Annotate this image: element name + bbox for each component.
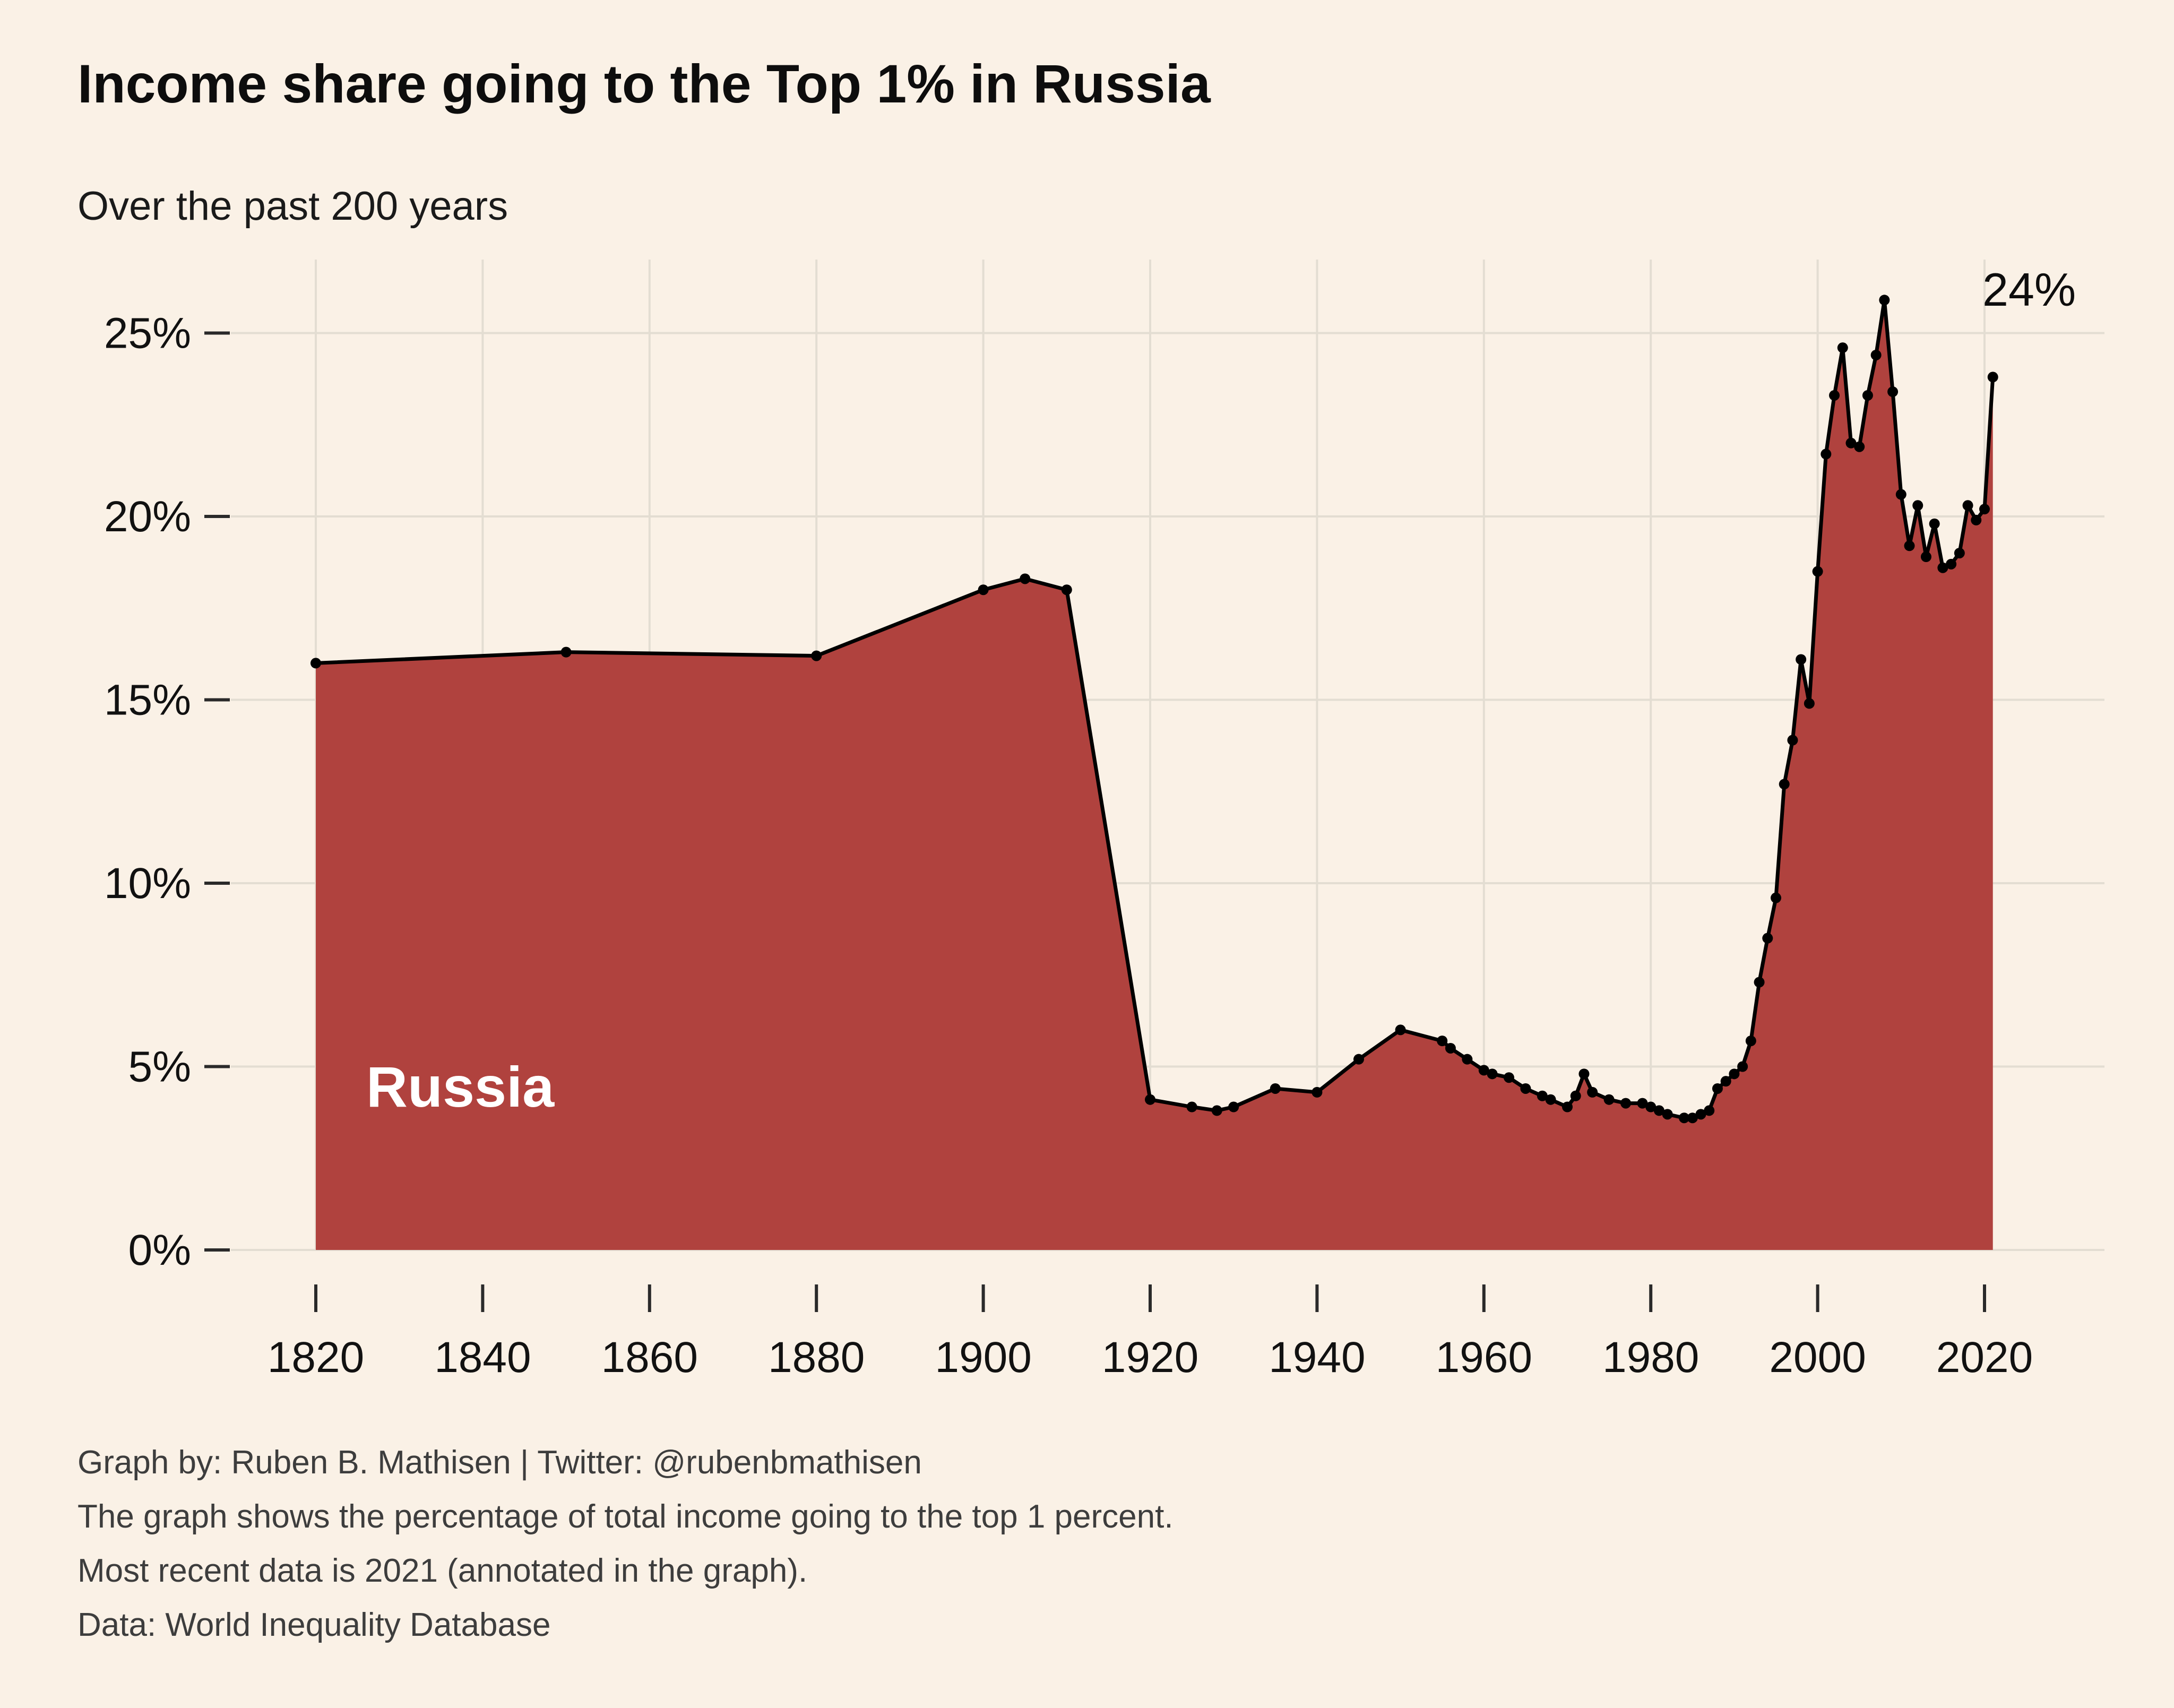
data-point [1587, 1086, 1598, 1098]
x-tick-label: 1980 [1602, 1333, 1699, 1382]
data-point [1537, 1090, 1548, 1101]
data-point [1779, 779, 1790, 790]
data-point [1804, 698, 1815, 709]
data-point [1971, 514, 1982, 525]
data-point [1662, 1109, 1673, 1120]
data-point [1445, 1042, 1456, 1054]
data-point [811, 650, 822, 661]
data-point [1729, 1068, 1740, 1080]
data-point [1562, 1101, 1573, 1112]
x-tick-label: 1880 [768, 1333, 865, 1382]
data-point [1437, 1036, 1448, 1047]
data-point [1020, 573, 1031, 584]
data-point [1462, 1054, 1473, 1065]
footer-notes: Graph by: Ruben B. Mathisen | Twitter: @… [77, 1436, 1174, 1652]
y-tick-label: 5% [128, 1043, 191, 1091]
y-tick-label: 15% [104, 676, 191, 724]
series-label-russia: Russia [366, 1055, 555, 1119]
chart-subtitle: Over the past 200 years [77, 184, 508, 229]
x-tick-label: 1860 [601, 1333, 698, 1382]
data-point [1211, 1105, 1222, 1116]
data-point [1979, 504, 1990, 515]
data-point [1954, 548, 1965, 559]
data-point [1829, 390, 1840, 401]
data-point [1962, 500, 1973, 511]
data-point [1061, 584, 1072, 596]
footer-recency-line: Most recent data is 2021 (annotated in t… [77, 1552, 808, 1589]
data-point [1679, 1112, 1690, 1124]
data-point [1937, 562, 1948, 573]
data-point [1879, 295, 1890, 306]
data-point [1270, 1083, 1281, 1094]
footer-credit-line: Graph by: Ruben B. Mathisen | Twitter: @… [77, 1444, 922, 1481]
data-point [1895, 489, 1906, 500]
data-point [1946, 558, 1957, 570]
data-point [1762, 933, 1773, 944]
footer-source-line: Data: World Inequality Database [77, 1607, 551, 1643]
x-tick-label: 1960 [1436, 1333, 1532, 1382]
data-point [1904, 540, 1915, 551]
data-point [1887, 386, 1899, 398]
data-point [560, 646, 572, 658]
y-tick-label: 25% [104, 309, 191, 358]
data-point [1503, 1072, 1514, 1083]
data-point [1545, 1094, 1556, 1105]
x-tick-label: 1940 [1269, 1333, 1365, 1382]
data-point [310, 658, 321, 669]
data-point [1312, 1086, 1323, 1098]
data-point [1912, 500, 1923, 511]
data-point [1487, 1068, 1498, 1080]
data-point [1837, 342, 1848, 353]
x-tick-label: 2000 [1769, 1333, 1866, 1382]
data-point [1771, 892, 1781, 903]
data-point [1603, 1094, 1615, 1105]
y-tick-label: 20% [104, 493, 191, 541]
data-point [1821, 448, 1832, 460]
data-point [1812, 566, 1823, 577]
data-point [1845, 437, 1857, 448]
data-point [1637, 1098, 1648, 1109]
data-point [1228, 1101, 1239, 1112]
data-point [1745, 1036, 1756, 1047]
data-point [1186, 1101, 1197, 1112]
data-point [1929, 518, 1940, 529]
data-point [1987, 372, 1998, 383]
data-point [1520, 1083, 1531, 1094]
data-point [1920, 551, 1931, 563]
data-point [978, 584, 989, 596]
x-tick-label: 1820 [268, 1333, 364, 1382]
data-point [1645, 1101, 1657, 1112]
chart-title: Income share going to the Top 1% in Russ… [77, 54, 1211, 114]
data-point [1712, 1083, 1723, 1094]
x-tick-label: 1840 [434, 1333, 531, 1382]
latest-value-annotation: 24% [1982, 263, 2076, 316]
area-fill [316, 300, 1993, 1250]
data-point [1720, 1076, 1731, 1087]
x-tick-label: 1900 [935, 1333, 1031, 1382]
x-tick-label: 1920 [1102, 1333, 1198, 1382]
data-point [1862, 390, 1873, 401]
y-tick-label: 0% [128, 1226, 191, 1274]
data-point [1854, 441, 1865, 452]
x-tick-label: 2020 [1936, 1333, 2033, 1382]
data-point [1787, 735, 1798, 746]
data-point [1620, 1098, 1632, 1109]
data-point [1395, 1024, 1406, 1036]
data-point [1578, 1068, 1590, 1080]
data-point [1796, 654, 1807, 665]
data-point [1870, 349, 1882, 360]
data-point [1754, 977, 1765, 988]
footer-description-line: The graph shows the percentage of total … [77, 1498, 1174, 1535]
data-point [1687, 1112, 1698, 1124]
data-point [1704, 1105, 1715, 1116]
data-point [1145, 1094, 1155, 1105]
data-point [1695, 1109, 1706, 1120]
data-point [1653, 1105, 1664, 1116]
data-point [1570, 1090, 1581, 1101]
y-tick-label: 10% [104, 859, 191, 908]
data-point [1737, 1061, 1748, 1072]
data-point [1478, 1065, 1489, 1076]
data-point [1353, 1054, 1364, 1065]
